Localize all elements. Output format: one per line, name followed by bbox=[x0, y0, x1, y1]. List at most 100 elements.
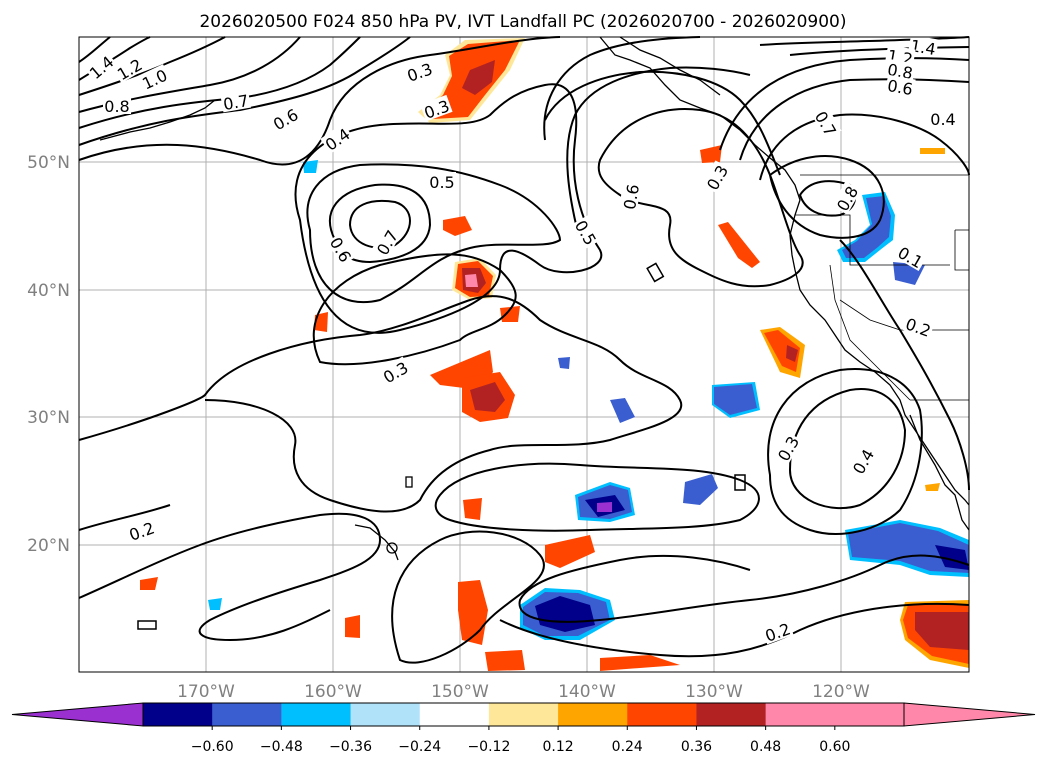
colorbar-segment bbox=[212, 703, 282, 726]
colorbar-segment bbox=[696, 703, 767, 726]
lon-label: 150°W bbox=[431, 682, 489, 702]
contour-line bbox=[759, 36, 970, 46]
colorbar-segment bbox=[558, 703, 628, 726]
contour-line bbox=[78, 504, 171, 531]
contour-label-bg bbox=[571, 215, 602, 249]
contour-label: 0.7 bbox=[222, 91, 250, 114]
contour-label-bg bbox=[371, 225, 402, 259]
colorbar-segment bbox=[627, 703, 697, 726]
state-border bbox=[954, 229, 969, 271]
contour-label: 0.4 bbox=[930, 110, 955, 129]
contour-line bbox=[739, 78, 970, 161]
colorbar-segment bbox=[281, 703, 352, 726]
colorbar-segment bbox=[419, 703, 490, 726]
contour-label-bg bbox=[84, 50, 118, 83]
contour-line bbox=[78, 36, 411, 146]
contour-label-bg bbox=[831, 181, 862, 215]
contour-line bbox=[566, 66, 751, 234]
contour-line bbox=[294, 83, 603, 334]
contour-line bbox=[391, 530, 545, 664]
contour-label-bg bbox=[320, 122, 354, 154]
lon-label: 130°W bbox=[685, 682, 743, 702]
lat-label: 20°N bbox=[27, 536, 70, 556]
colorbar-tick-label: −0.48 bbox=[260, 739, 303, 755]
lon-label: 160°W bbox=[304, 682, 362, 702]
contour-label: 0.6 bbox=[620, 183, 643, 211]
contour-label-bg bbox=[137, 64, 171, 93]
colorbar-tick-label: 0.24 bbox=[612, 739, 643, 755]
contour-line bbox=[499, 602, 970, 658]
figure-title: 2026020500 F024 850 hPa PV, IVT Landfall… bbox=[199, 12, 846, 32]
contour-label-bg bbox=[326, 232, 357, 266]
contour-label-bg bbox=[112, 53, 146, 84]
small-island bbox=[646, 262, 665, 283]
contour-label-bg bbox=[378, 356, 412, 387]
contour-line bbox=[78, 512, 382, 642]
state-border bbox=[829, 264, 911, 401]
colorbar-segment bbox=[350, 703, 421, 726]
lon-label: 120°W bbox=[812, 682, 870, 702]
contour-line bbox=[839, 239, 970, 491]
lat-label: 40°N bbox=[27, 281, 70, 301]
lat-label: 30°N bbox=[27, 408, 70, 428]
contour-label: 0.8 bbox=[104, 97, 129, 116]
contour-line bbox=[597, 108, 804, 288]
colorbar-frame bbox=[142, 702, 905, 727]
aleutian-islands bbox=[99, 99, 216, 141]
contour-line bbox=[78, 36, 561, 166]
contour-label-bg bbox=[618, 181, 642, 213]
contour-label-bg bbox=[125, 516, 158, 544]
colorbar-segment bbox=[765, 703, 836, 726]
positive-anomaly-small-patches bbox=[140, 145, 945, 671]
contour-line bbox=[78, 36, 111, 63]
contour-label-bg bbox=[929, 109, 957, 127]
map-background bbox=[79, 37, 969, 672]
contour-label-bg bbox=[907, 34, 939, 58]
colorbar: −0.60 −0.48 −0.36 −0.24 −0.12 0.12 0.24 0.36 0.4… bbox=[11, 702, 1036, 755]
positive-anomaly-southeast bbox=[900, 600, 969, 668]
contour-line bbox=[348, 199, 411, 249]
colorbar-extend-max bbox=[903, 702, 1036, 727]
lon-label: 140°W bbox=[558, 682, 616, 702]
small-island bbox=[734, 474, 746, 491]
contour-label: 0.6 bbox=[886, 76, 914, 99]
colorbar-segment bbox=[834, 703, 905, 726]
positive-anomaly-40n-150w bbox=[452, 258, 496, 300]
contour-line bbox=[789, 46, 970, 56]
lat-label: 50°N bbox=[27, 153, 70, 173]
colorbar-tick-label: −0.36 bbox=[329, 739, 372, 755]
hawaii-islands bbox=[354, 524, 399, 561]
state-border bbox=[839, 299, 969, 331]
contour-label-bg bbox=[420, 94, 453, 122]
contour-label: 1.4 bbox=[909, 36, 937, 59]
contour-line bbox=[767, 368, 923, 535]
contour-label-bg bbox=[761, 617, 794, 645]
contour-label-bg bbox=[847, 444, 878, 478]
contour-line bbox=[543, 36, 701, 141]
coastlines bbox=[99, 36, 970, 630]
contour-line bbox=[768, 154, 885, 239]
contour-label-bg bbox=[701, 160, 732, 194]
contour-label-bg bbox=[894, 241, 928, 272]
contour-label-bg bbox=[884, 74, 916, 98]
colorbar-tick-label: −0.24 bbox=[398, 739, 441, 755]
contour-line bbox=[434, 462, 760, 532]
colorbar-tick-label: 0.36 bbox=[681, 739, 712, 755]
contour-line bbox=[78, 36, 361, 129]
small-island bbox=[405, 476, 413, 488]
map-panel: 1.41.21.00.8 0.70.60.40.50.30.6 0.70.30.50… bbox=[78, 34, 970, 673]
contour-line bbox=[788, 388, 907, 510]
map-frame bbox=[78, 36, 970, 673]
contour-label-bg bbox=[403, 57, 436, 85]
colorbar-tick-label: −0.60 bbox=[191, 739, 234, 755]
contour-label-bg bbox=[428, 172, 456, 190]
contour-line bbox=[759, 113, 970, 181]
contour-label-bg bbox=[268, 103, 302, 134]
contour-label-bg bbox=[811, 106, 842, 140]
contour-line bbox=[312, 253, 517, 366]
small-island bbox=[137, 620, 157, 630]
contour-line bbox=[78, 36, 226, 96]
contour-line bbox=[306, 163, 562, 304]
contour-line bbox=[329, 183, 432, 264]
